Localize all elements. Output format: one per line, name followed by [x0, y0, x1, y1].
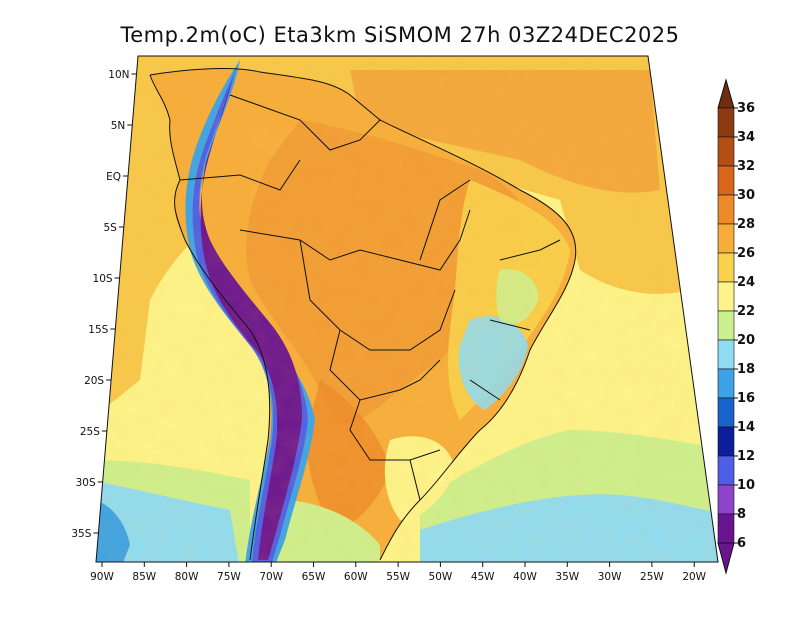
map-frame	[95, 55, 719, 563]
colorbar-label: 32	[737, 159, 755, 174]
colorbar-label: 20	[737, 333, 755, 348]
lat-tick-label: 10N	[108, 69, 129, 81]
colorbar-segment	[717, 368, 735, 399]
colorbar-segment	[717, 397, 735, 428]
colorbar-label: 34	[737, 130, 755, 145]
colorbar-label: 8	[737, 507, 746, 522]
lon-tick-label: 80W	[175, 571, 199, 583]
lon-tick-label: 20W	[682, 571, 706, 583]
longitude-axis: 90W 85W 80W 75W 70W 65W 60W 55W 50W 45W 40W 35W 30W 2…	[90, 562, 707, 583]
lon-tick-label: 35W	[555, 571, 579, 583]
lon-tick-label: 30W	[598, 571, 622, 583]
temperature-colorbar: 36 34 32 30 28 26 24 22 20 18 16 14 12 10 8 6	[717, 78, 755, 575]
lat-tick-label: 25S	[80, 426, 100, 438]
colorbar-segment	[717, 426, 735, 457]
colorbar-label: 16	[737, 391, 755, 406]
lon-tick-label: 25W	[640, 571, 664, 583]
colorbar-segment	[717, 513, 735, 544]
colorbar-label: 26	[737, 246, 755, 261]
lat-tick-label: 10S	[93, 273, 113, 285]
colorbar-label: 36	[737, 101, 755, 116]
colorbar-segment	[717, 339, 735, 370]
lat-tick-label: 30S	[76, 477, 96, 489]
lon-tick-label: 75W	[217, 571, 241, 583]
lon-tick-label: 55W	[386, 571, 410, 583]
map-area	[96, 56, 718, 562]
lat-tick-label: 15S	[88, 324, 108, 336]
colorbar-segment	[717, 484, 735, 515]
colorbar-label: 28	[737, 217, 755, 232]
colorbar-segment	[717, 165, 735, 196]
lat-tick-label: 35S	[71, 528, 91, 540]
colorbar-segment	[717, 223, 735, 254]
lat-tick-label: EQ	[106, 171, 121, 183]
colorbar-segment	[717, 194, 735, 225]
colorbar-label: 12	[737, 449, 755, 464]
colorbar-label: 6	[737, 536, 746, 551]
colorbar-top-arrow	[717, 78, 735, 109]
lon-tick-label: 90W	[90, 571, 114, 583]
colorbar-label: 24	[737, 275, 755, 290]
colorbar-label: 14	[737, 420, 755, 435]
lon-tick-label: 40W	[513, 571, 537, 583]
lon-tick-label: 60W	[344, 571, 368, 583]
lat-tick-label: 5N	[111, 120, 126, 132]
colorbar-label: 30	[737, 188, 755, 203]
lon-tick-label: 50W	[429, 571, 453, 583]
lat-tick-label: 20S	[84, 375, 104, 387]
colorbar-segment	[717, 107, 735, 138]
colorbar-label: 18	[737, 362, 755, 377]
colorbar-segment	[717, 455, 735, 486]
colorbar-label: 22	[737, 304, 755, 319]
map-title: Temp.2m(oC) Eta3km SiSMOM 27h 03Z24DEC20…	[119, 23, 679, 47]
lon-tick-label: 45W	[471, 571, 495, 583]
latitude-axis: 10N 5N EQ 5S 10S 15S 20S 25S 30S 35S	[71, 69, 137, 540]
colorbar-segment	[717, 310, 735, 341]
lat-tick-label: 5S	[103, 222, 117, 234]
colorbar-label: 10	[737, 478, 755, 493]
country-borders	[149, 68, 577, 561]
colorbar-bottom-arrow	[717, 542, 735, 575]
lon-tick-label: 70W	[259, 571, 283, 583]
lon-tick-label: 85W	[132, 571, 156, 583]
colorbar-segment	[717, 136, 735, 167]
lon-tick-label: 65W	[302, 571, 326, 583]
colorbar-segment	[717, 252, 735, 283]
colorbar-segment	[717, 281, 735, 312]
